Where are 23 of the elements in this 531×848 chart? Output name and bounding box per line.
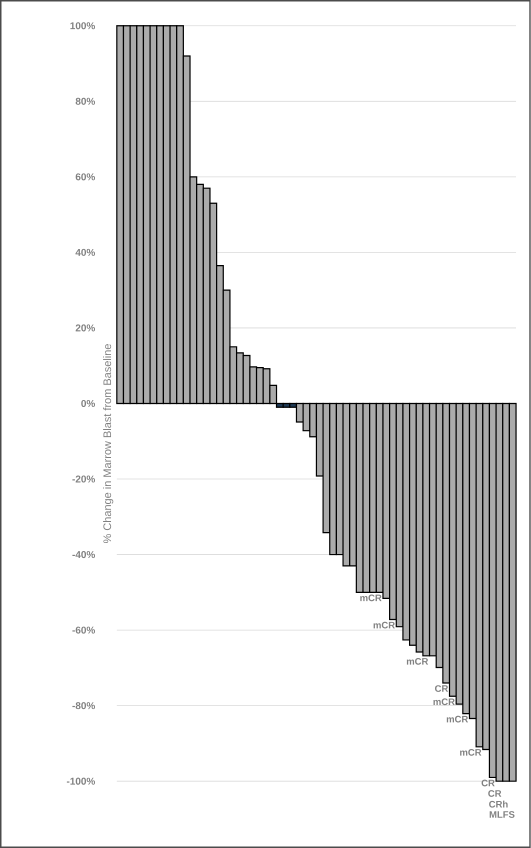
data-label: CRh bbox=[489, 800, 508, 808]
y-tick-label: 20% bbox=[76, 324, 96, 332]
y-axis-title: % Change in Marrow Blast from Baseline bbox=[103, 344, 114, 544]
data-label: mCR bbox=[460, 749, 482, 756]
y-tick-label: -100% bbox=[66, 778, 96, 785]
data-label: mCR bbox=[360, 594, 382, 602]
data-label: mCR bbox=[374, 622, 395, 628]
data-label: mCR bbox=[406, 658, 428, 665]
data-label: mCR bbox=[434, 698, 455, 706]
data-label: CR bbox=[482, 780, 495, 786]
data-label: CR bbox=[488, 790, 502, 797]
y-tick-label: -60% bbox=[72, 626, 96, 634]
data-label: MLFS bbox=[490, 811, 515, 818]
y-tick-label: 80% bbox=[76, 98, 96, 105]
y-tick-label: 100% bbox=[70, 22, 96, 30]
y-tick-label: -20% bbox=[72, 476, 96, 483]
y-tick-label: -80% bbox=[72, 702, 96, 710]
y-tick-label: 60% bbox=[76, 173, 96, 180]
data-label: mCR bbox=[446, 716, 468, 722]
y-tick-label: 40% bbox=[76, 248, 96, 256]
y-tick-label: 0% bbox=[81, 400, 96, 408]
data-label: CR bbox=[435, 685, 448, 692]
y-tick-label: -40% bbox=[72, 551, 96, 558]
